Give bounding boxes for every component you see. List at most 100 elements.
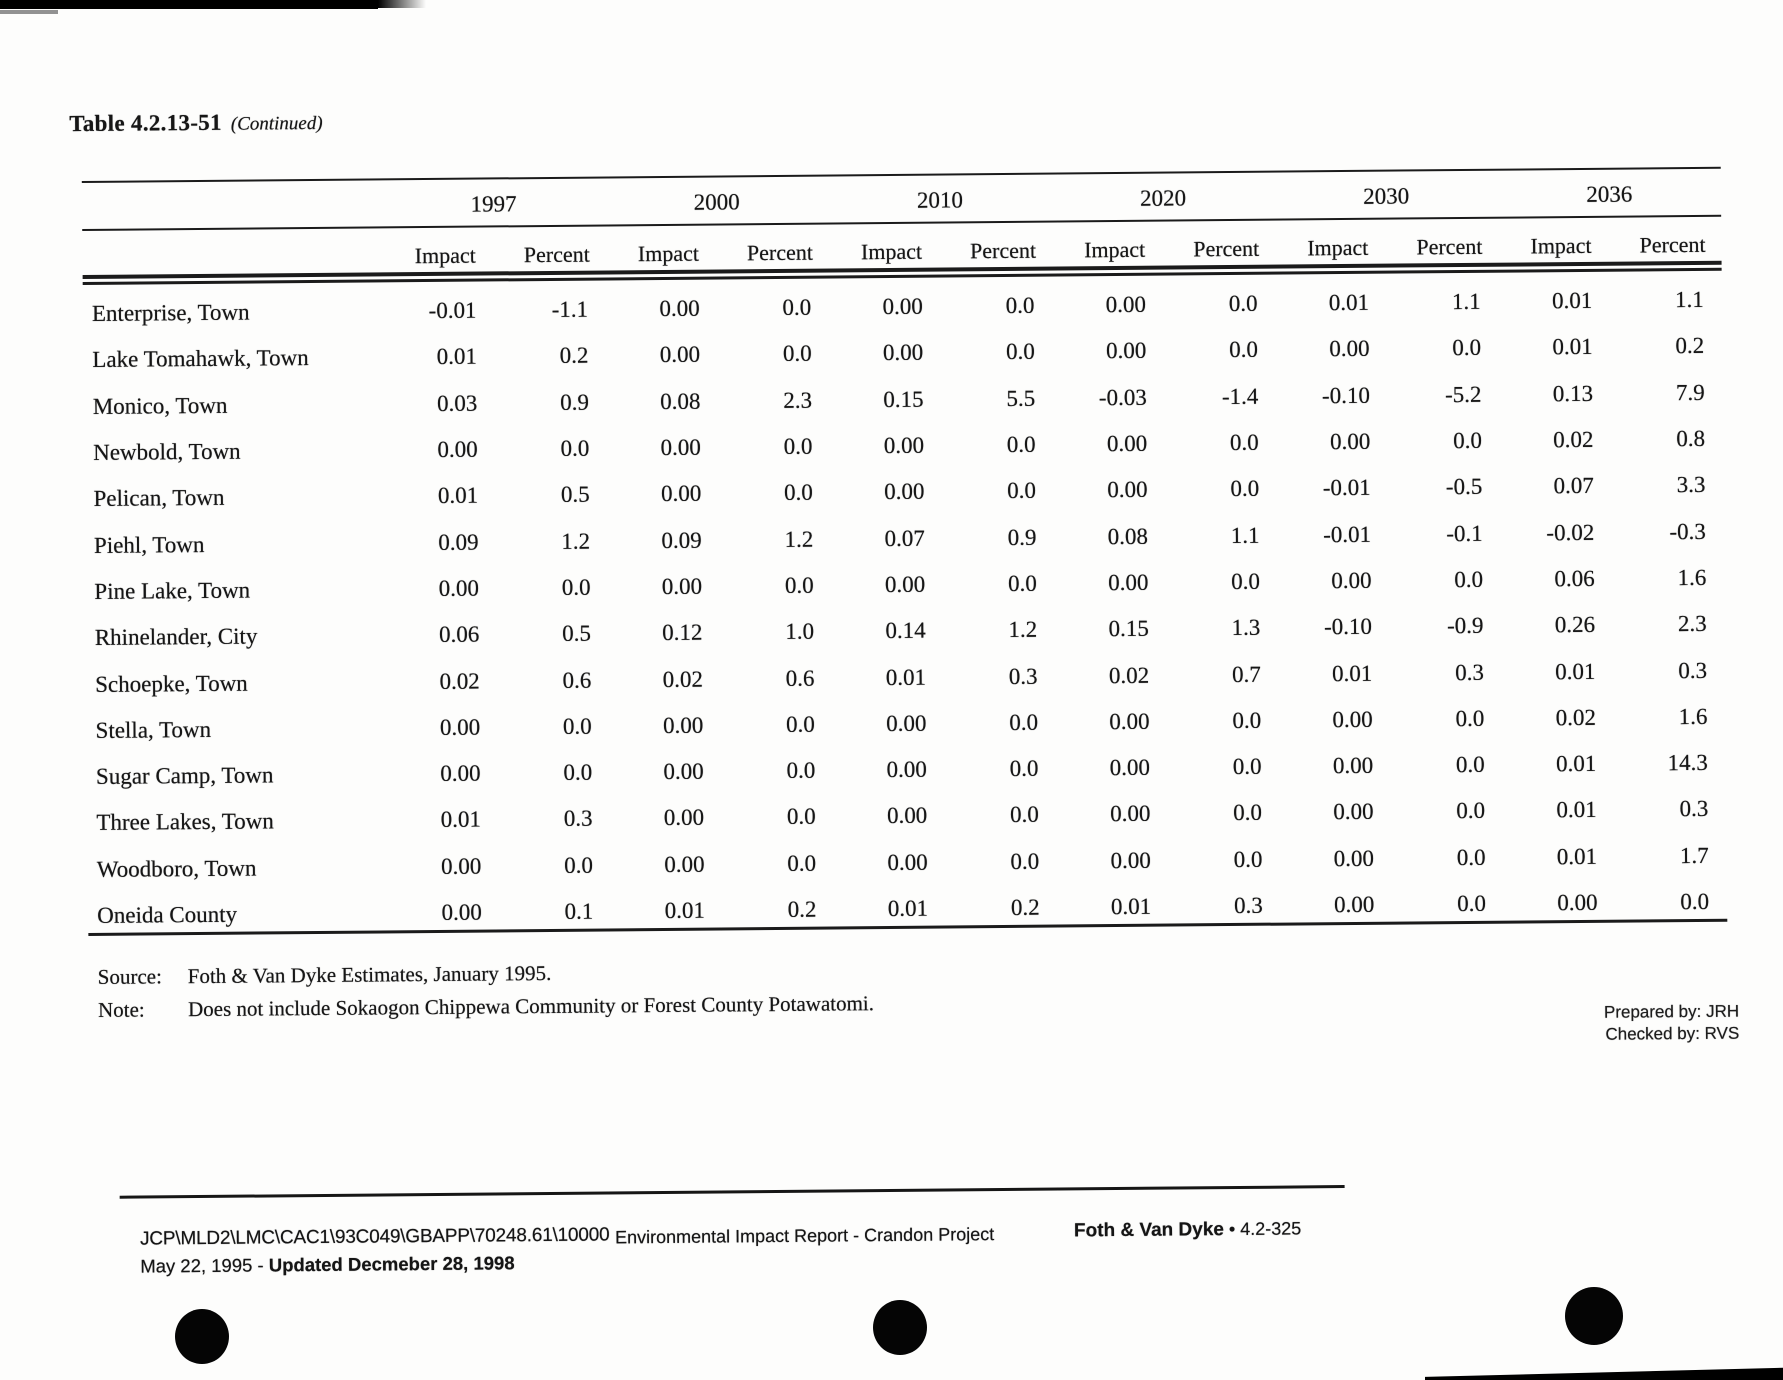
value-cell: 0.01 <box>664 897 706 923</box>
value-cell: 0.3 <box>1008 663 1038 689</box>
value-cell: 0.00 <box>660 480 702 507</box>
value-cell: 1.6 <box>1678 703 1708 729</box>
value-cell: 0.0 <box>786 757 816 784</box>
value-cell: 0.00 <box>884 479 925 505</box>
value-cell: 0.5 <box>562 620 592 647</box>
value-cell: 0.01 <box>1551 287 1593 314</box>
value-cell: 0.03 <box>436 390 478 416</box>
value-cell: 0.00 <box>1332 752 1374 779</box>
value-cell: 0.5 <box>560 481 590 508</box>
footer-page-number: • 4.2-325 <box>1223 1218 1302 1240</box>
value-cell: 0.0 <box>1452 335 1482 361</box>
value-cell: 0.0 <box>1457 890 1487 917</box>
value-cell: 0.2 <box>559 343 589 369</box>
value-cell: 0.02 <box>1553 426 1594 453</box>
value-cell: 0.0 <box>783 479 813 506</box>
source-text: Foth & Van Dyke Estimates, January 1995. <box>187 960 552 989</box>
table-title: Table 4.2.13-51 <box>69 109 222 137</box>
value-cell: 0.06 <box>1554 565 1595 592</box>
town-name-cell: Rhinelander, City <box>94 623 258 651</box>
value-cell: 0.01 <box>1110 893 1152 920</box>
value-cell: 0.01 <box>885 664 927 690</box>
value-cell: 0.00 <box>1329 336 1370 362</box>
value-cell: 1.1 <box>1451 288 1481 315</box>
value-cell: -0.01 <box>1322 475 1371 501</box>
value-cell: 1.2 <box>1008 616 1038 643</box>
year-group-label: 1997 <box>470 191 517 217</box>
value-cell: 0.00 <box>664 851 705 877</box>
value-cell: -1.1 <box>551 296 589 323</box>
value-cell: 14.3 <box>1667 749 1708 776</box>
value-cell: 0.0 <box>563 759 593 785</box>
value-cell: 0.00 <box>882 293 923 320</box>
value-cell: 0.07 <box>884 525 925 551</box>
value-cell: 0.15 <box>1108 615 1149 642</box>
value-cell: 1.2 <box>561 528 591 554</box>
town-name-cell: Lake Tomahawk, Town <box>92 345 309 373</box>
value-cell: 0.00 <box>1108 569 1149 596</box>
value-cell: 0.0 <box>782 341 812 367</box>
value-cell: 0.07 <box>1553 473 1594 499</box>
value-cell: 1.7 <box>1679 842 1709 868</box>
value-cell: -0.02 <box>1546 519 1595 545</box>
value-cell: 0.0 <box>562 713 592 739</box>
value-cell: 0.00 <box>886 756 927 783</box>
value-cell: 0.2 <box>1675 333 1705 359</box>
value-cell: 0.00 <box>1333 891 1375 918</box>
hole-punch-right <box>1565 1287 1623 1345</box>
footer-date: May 22, 1995 - <box>140 1254 269 1277</box>
value-cell: 0.7 <box>1231 661 1261 687</box>
value-cell: 0.02 <box>1108 662 1150 688</box>
value-cell: 0.6 <box>785 665 815 691</box>
subheader-row-spacer <box>82 256 382 259</box>
value-cell: 0.00 <box>441 853 482 879</box>
town-name-cell: Pine Lake, Town <box>94 577 251 604</box>
column-header: Percent <box>1639 231 1706 258</box>
value-cell: 0.01 <box>1552 334 1593 360</box>
value-cell: 0.00 <box>659 342 701 368</box>
value-cell: 0.00 <box>661 573 703 599</box>
town-name-cell: Stella, Town <box>95 716 212 743</box>
value-cell: 0.00 <box>886 803 928 829</box>
column-header: Impact <box>860 238 923 265</box>
value-cell: 0.00 <box>886 710 927 736</box>
value-cell: -1.4 <box>1221 383 1259 409</box>
value-cell: 3.3 <box>1676 472 1706 498</box>
value-cell: 0.00 <box>887 849 928 875</box>
value-cell: 0.00 <box>1105 291 1147 318</box>
value-cell: 0.01 <box>1328 289 1370 316</box>
column-header: Percent <box>1416 233 1483 260</box>
value-cell: 0.00 <box>883 432 925 459</box>
year-group-label: 2036 <box>1586 181 1633 207</box>
value-cell: 0.06 <box>438 621 480 648</box>
value-cell: -0.5 <box>1445 474 1483 500</box>
value-cell: 0.00 <box>1332 706 1373 732</box>
value-cell: 0.0 <box>783 433 813 459</box>
value-cell: 0.0 <box>564 852 594 878</box>
value-cell: 0.0 <box>1009 755 1039 782</box>
value-cell: 2.3 <box>1677 611 1707 637</box>
prepared-by: Prepared by: JRH <box>1603 1001 1740 1022</box>
column-header: Percent <box>746 239 814 266</box>
value-cell: 0.9 <box>1007 524 1037 550</box>
value-cell: 0.9 <box>560 389 590 415</box>
value-cell: 0.3 <box>1678 657 1708 683</box>
value-cell: 0.26 <box>1554 612 1596 638</box>
value-cell: 0.00 <box>884 571 926 597</box>
value-cell: 0.08 <box>660 388 701 414</box>
value-cell: 0.0 <box>786 711 815 737</box>
table-body: Enterprise, Town -0.01 -1.1 0.00 0.0 0.00 0.0 0… <box>83 277 1728 939</box>
value-cell: 0.0 <box>1005 292 1035 319</box>
year-group-label: 2010 <box>916 187 963 213</box>
value-cell: 0.15 <box>883 386 924 412</box>
value-cell: 0.3 <box>1679 796 1709 822</box>
column-header: Percent <box>970 237 1037 264</box>
hole-punch-left <box>175 1309 229 1364</box>
value-cell: 0.00 <box>660 434 701 461</box>
value-cell: 0.01 <box>1331 660 1373 686</box>
year-group-label: 2020 <box>1139 185 1187 211</box>
value-cell: 0.09 <box>661 527 702 553</box>
footer-document-title: Environmental Impact Report - Crandon Pr… <box>614 1224 995 1248</box>
value-cell: 0.12 <box>662 619 703 646</box>
footer-date-updated: Updated Decmeber 28, 1998 <box>268 1252 515 1276</box>
